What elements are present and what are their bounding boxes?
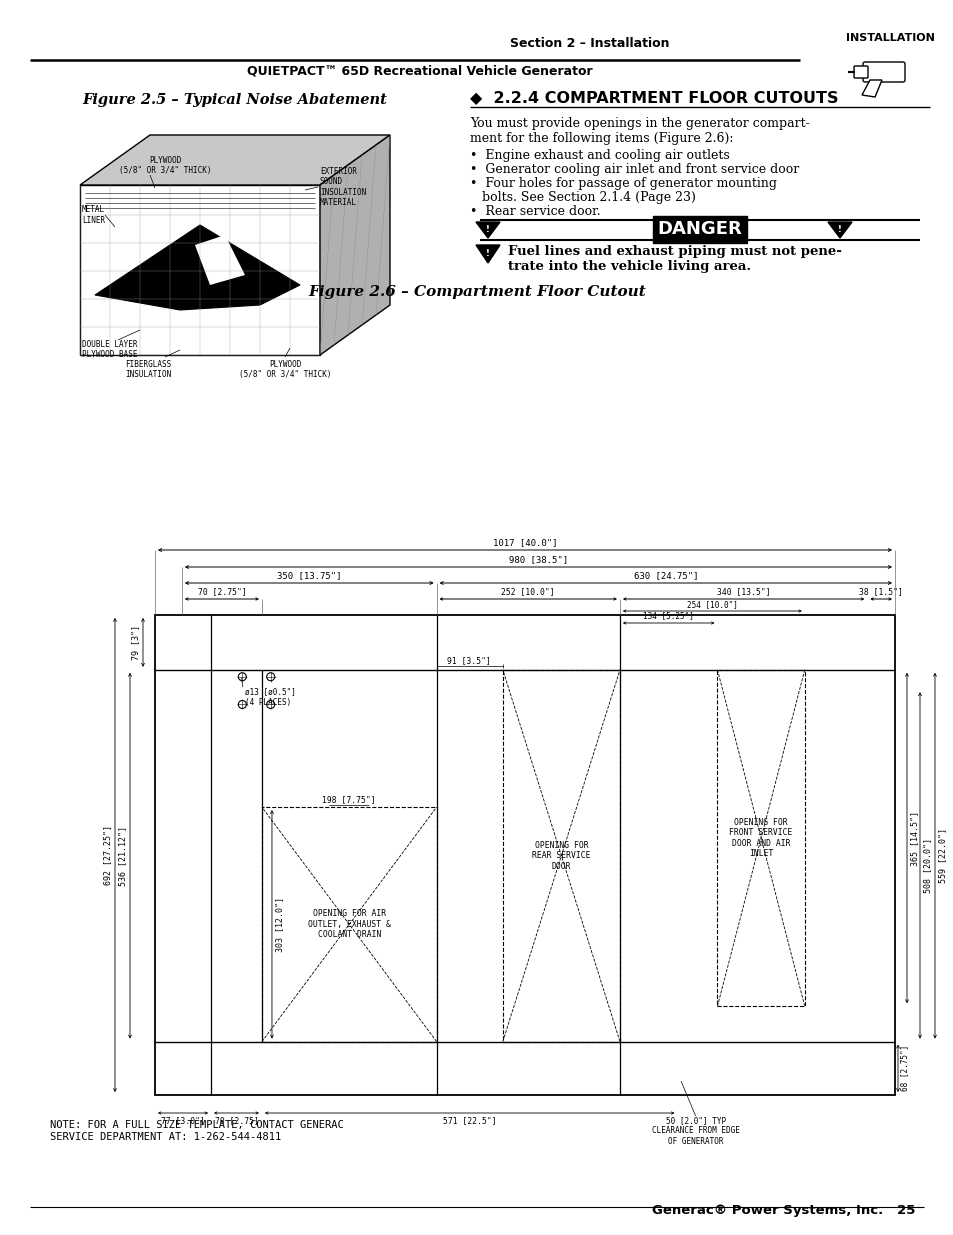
Text: 91 [3.5"]: 91 [3.5"] [447,656,491,664]
Text: •  Rear service door.: • Rear service door. [470,205,600,219]
FancyBboxPatch shape [853,65,867,78]
Text: 252 [10.0"]: 252 [10.0"] [501,587,555,597]
Text: Figure 2.6 – Compartment Floor Cutout: Figure 2.6 – Compartment Floor Cutout [308,285,645,299]
Text: EXTERIOR
SOUND
INSOLATION
MATERIAL: EXTERIOR SOUND INSOLATION MATERIAL [319,167,366,207]
Text: OPENING FOR AIR
OUTLET, EXHAUST &
COOLANT DRAIN: OPENING FOR AIR OUTLET, EXHAUST & COOLAN… [308,909,391,940]
Text: •  Engine exhaust and cooling air outlets: • Engine exhaust and cooling air outlets [470,149,729,162]
Polygon shape [476,222,499,238]
Text: Figure 2.5 – Typical Noise Abatement: Figure 2.5 – Typical Noise Abatement [83,93,387,107]
Text: •  Generator cooling air inlet and front service door: • Generator cooling air inlet and front … [470,163,799,177]
Text: 77 [3.0"]: 77 [3.0"] [161,1116,205,1125]
Text: DOUBLE LAYER
PLYWOOD BASE: DOUBLE LAYER PLYWOOD BASE [82,340,137,359]
Text: 692 [27.25"]: 692 [27.25"] [103,825,112,885]
Text: Fuel lines and exhaust piping must not pene-: Fuel lines and exhaust piping must not p… [507,245,841,258]
Text: OPENING FOR
FRONT SERVICE
DOOR AND AIR
INLET: OPENING FOR FRONT SERVICE DOOR AND AIR I… [729,818,792,858]
Bar [262,808,436,1041]
Text: 571 [22.5"]: 571 [22.5"] [442,1116,496,1125]
Text: trate into the vehicle living area.: trate into the vehicle living area. [507,261,750,273]
Text: 980 [38.5"]: 980 [38.5"] [508,555,567,564]
Text: ment for the following items (Figure 2.6):: ment for the following items (Figure 2.6… [470,132,733,144]
Text: 198 [7.75"]: 198 [7.75"] [322,795,375,804]
Text: 50 [2.0"] TYP
CLEARANCE FROM EDGE
OF GENERATOR: 50 [2.0"] TYP CLEARANCE FROM EDGE OF GEN… [651,1116,739,1146]
Text: 134 [5.25"]: 134 [5.25"] [642,611,694,620]
Text: bolts. See Section 2.1.4 (Page 23): bolts. See Section 2.1.4 (Page 23) [470,191,695,204]
Text: 559 [22.0"]: 559 [22.0"] [937,829,946,883]
Text: !: ! [485,249,490,258]
Polygon shape [95,225,299,310]
Text: 254 [10.0"]: 254 [10.0"] [686,600,737,609]
Text: 70 [2.75"]: 70 [2.75"] [197,587,246,597]
Polygon shape [80,135,390,185]
Text: NOTE: FOR A FULL SIZE TEMPLATE, CONTACT GENERAC
SERVICE DEPARTMENT AT: 1-262-544: NOTE: FOR A FULL SIZE TEMPLATE, CONTACT … [50,1120,343,1141]
Text: PLYWOOD
(5/8" OR 3/4" THICK): PLYWOOD (5/8" OR 3/4" THICK) [238,359,331,379]
Bar [502,669,619,1041]
Bar [717,669,804,1007]
Polygon shape [827,222,851,238]
Text: QUIETPACT™ 65D Recreational Vehicle Generator: QUIETPACT™ 65D Recreational Vehicle Gene… [247,65,592,78]
Text: You must provide openings in the generator compart-: You must provide openings in the generat… [470,117,809,130]
Text: ø13 [ø0.5"]
(4 PLACES): ø13 [ø0.5"] (4 PLACES) [245,687,295,706]
Text: !: ! [485,225,490,233]
Text: 1017 [40.0"]: 1017 [40.0"] [493,538,557,547]
Polygon shape [476,245,499,263]
Text: •  Four holes for passage of generator mounting: • Four holes for passage of generator mo… [470,177,776,190]
Text: 38 [1.5"]: 38 [1.5"] [859,587,902,597]
Polygon shape [319,135,390,354]
Text: 68 [2.75"]: 68 [2.75"] [899,1045,908,1092]
Text: Section 2 – Installation: Section 2 – Installation [510,37,669,49]
Polygon shape [194,235,245,285]
FancyBboxPatch shape [862,62,904,82]
Text: 350 [13.75"]: 350 [13.75"] [276,571,341,580]
Text: FIBERGLASS
INSULATION: FIBERGLASS INSULATION [125,359,171,379]
Text: 70 [2.75]: 70 [2.75] [214,1116,258,1125]
Bar [154,615,894,1095]
Text: ◆  2.2.4 COMPARTMENT FLOOR CUTOUTS: ◆ 2.2.4 COMPARTMENT FLOOR CUTOUTS [470,90,838,105]
Text: PLYWOOD
(5/8" OR 3/4" THICK): PLYWOOD (5/8" OR 3/4" THICK) [118,156,211,175]
Text: 303 [12.0"]: 303 [12.0"] [274,897,284,952]
Text: INSTALLATION: INSTALLATION [844,33,933,43]
Text: !: ! [837,225,841,233]
Text: 340 [13.5"]: 340 [13.5"] [716,587,770,597]
Text: METAL
LINER: METAL LINER [82,205,105,225]
Text: 508 [20.0"]: 508 [20.0"] [923,837,931,893]
Text: 536 [21.12"]: 536 [21.12"] [118,826,127,885]
Text: Generac® Power Systems, Inc.   25: Generac® Power Systems, Inc. 25 [651,1204,914,1216]
Polygon shape [862,80,882,98]
Bar [80,185,319,354]
Text: DANGER: DANGER [657,221,741,238]
Text: 365 [14.5"]: 365 [14.5"] [909,810,918,866]
Text: 630 [24.75"]: 630 [24.75"] [633,571,698,580]
Text: 79 [3"]: 79 [3"] [131,625,140,659]
Text: OPENING FOR
REAR SERVICE
DOOR: OPENING FOR REAR SERVICE DOOR [532,841,590,871]
